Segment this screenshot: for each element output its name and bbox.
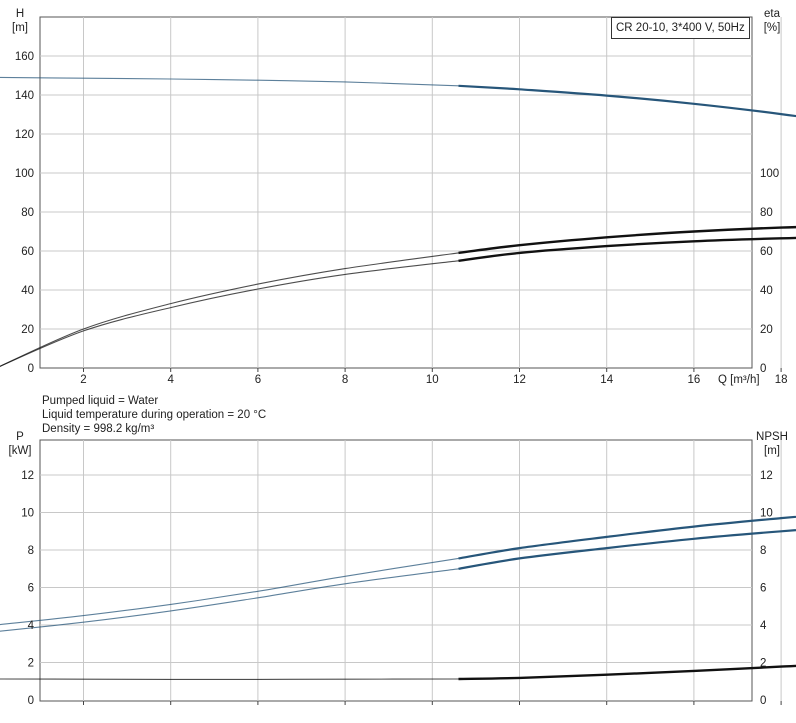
curve-layer [0, 76, 796, 681]
head-y-right-tick-label: 60 [760, 246, 773, 258]
head-y-left-tick-label: 80 [21, 207, 34, 219]
head-curve-series-3-thin [0, 260, 459, 367]
head-y-left-tick-label: 60 [21, 246, 34, 258]
head-y-left-tick-label: 140 [15, 90, 34, 102]
head-y-left-tick-label: 120 [15, 129, 34, 141]
head-y-right-label: eta [764, 8, 781, 20]
head-curve-series-2-thick [458, 225, 796, 255]
pump-model-label: CR 20-10, 3*400 V, 50Hz [611, 17, 750, 39]
head-y-left-tick-label: 40 [21, 285, 34, 297]
head-plot-frame [39, 16, 753, 369]
density-text: Density = 998.2 kg/m³ [42, 423, 155, 435]
head-y-right-tick-label: 80 [760, 207, 773, 219]
head-y-left-tick-label: 0 [28, 363, 34, 375]
head-x-tick-label: 4 [167, 374, 174, 386]
head-y-right-tick-label: 100 [760, 168, 779, 180]
power-y-right-unit: [m] [764, 445, 780, 457]
power-y-left-tick-label: 10 [21, 508, 34, 520]
power-y-right-label: NPSH [756, 431, 788, 443]
power-y-left-tick-label: 6 [28, 583, 34, 595]
liquid-temperature-text: Liquid temperature during operation = 20… [42, 409, 267, 421]
head-x-tick-label: 2 [80, 374, 86, 386]
head-y-left-tick-label: 160 [15, 51, 34, 63]
pumped-liquid-text: Pumped liquid = Water [42, 395, 159, 407]
head-y-left-unit: [m] [12, 22, 28, 34]
text-layer: 0246810121416182022242628020406080100120… [9, 8, 788, 707]
power-y-left-tick-label: 2 [28, 658, 34, 670]
head-x-tick-label: 10 [426, 374, 439, 386]
power-y-right-tick-label: 10 [760, 508, 773, 520]
head-curve-series-2-thin [0, 252, 459, 367]
head-x-tick-label: 6 [255, 374, 261, 386]
head-x-tick-label: 8 [342, 374, 348, 386]
head-y-left-tick-label: 100 [15, 168, 34, 180]
head-y-right-unit: [%] [764, 22, 781, 34]
power-plot-frame [39, 439, 753, 702]
head-curve-series-3-thick [458, 236, 796, 262]
power-y-right-tick-label: 2 [760, 658, 766, 670]
head-y-left-label: H [16, 8, 24, 20]
head-y-left-tick-label: 20 [21, 324, 34, 336]
power-y-left-tick-label: 12 [21, 470, 34, 482]
power-y-right-tick-label: 6 [760, 583, 766, 595]
head-y-right-tick-label: 20 [760, 324, 773, 336]
power-y-right-tick-label: 8 [760, 545, 766, 557]
power-curve-p2-thick [458, 528, 796, 570]
power-curve-p1-thin [0, 557, 459, 626]
head-x-tick-label: 14 [600, 374, 613, 386]
grid-layer [39, 16, 782, 705]
power-y-left-tick-label: 0 [28, 695, 34, 707]
head-y-right-tick-label: 40 [760, 285, 773, 297]
head-curve-h-thick [458, 84, 796, 118]
head-curve-h-thin [0, 76, 459, 87]
power-y-left-unit: [kW] [9, 445, 32, 457]
head-x-tick-label: 12 [513, 374, 526, 386]
head-x-axis-label: Q [m³/h] [718, 374, 760, 386]
head-y-right-tick-label: 0 [760, 363, 766, 375]
head-x-tick-label: 16 [688, 374, 701, 386]
head-x-tick-label: 18 [775, 374, 788, 386]
power-y-left-tick-label: 8 [28, 545, 34, 557]
power-y-right-tick-label: 12 [760, 470, 773, 482]
power-y-right-tick-label: 4 [760, 620, 767, 632]
power-y-left-tick-label: 4 [28, 620, 35, 632]
power-y-left-label: P [16, 431, 24, 443]
power-y-right-tick-label: 0 [760, 695, 766, 707]
power-curve-p2-thin [0, 568, 459, 632]
power-curve-p1-thick [458, 515, 796, 560]
power-curve-series-3-thick [458, 664, 796, 681]
